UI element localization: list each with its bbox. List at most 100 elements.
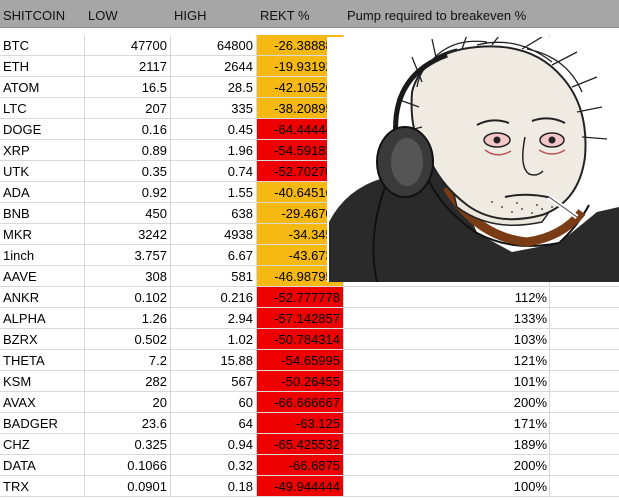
high-cell[interactable]: 567 bbox=[171, 371, 257, 391]
rekt-cell[interactable]: -49.944444 bbox=[257, 476, 344, 496]
rekt-cell[interactable]: -29.46708 bbox=[257, 203, 344, 223]
low-cell[interactable]: 0.35 bbox=[85, 161, 171, 181]
high-cell[interactable]: 0.18 bbox=[171, 476, 257, 496]
rekt-cell[interactable]: -52.777778 bbox=[257, 287, 344, 307]
coin-cell[interactable]: BNB bbox=[0, 203, 85, 223]
high-cell[interactable]: 335 bbox=[171, 98, 257, 118]
high-cell[interactable]: 2.94 bbox=[171, 308, 257, 328]
high-cell[interactable]: 15.88 bbox=[171, 350, 257, 370]
high-cell[interactable]: 0.32 bbox=[171, 455, 257, 475]
high-cell[interactable]: 1.96 bbox=[171, 140, 257, 160]
rekt-cell[interactable]: -54.591837 bbox=[257, 140, 344, 160]
header-rekt[interactable]: REKT % bbox=[260, 8, 310, 23]
low-cell[interactable]: 16.5 bbox=[85, 77, 171, 97]
low-cell[interactable]: 0.1066 bbox=[85, 455, 171, 475]
high-cell[interactable]: 1.55 bbox=[171, 182, 257, 202]
coin-cell[interactable]: CHZ bbox=[0, 434, 85, 454]
coin-cell[interactable]: KSM bbox=[0, 371, 85, 391]
coin-cell[interactable]: ADA bbox=[0, 182, 85, 202]
empty-cell[interactable] bbox=[550, 287, 619, 307]
low-cell[interactable]: 207 bbox=[85, 98, 171, 118]
low-cell[interactable]: 0.89 bbox=[85, 140, 171, 160]
pump-cell[interactable]: 121% bbox=[344, 350, 550, 370]
rekt-cell[interactable]: -64.444444 bbox=[257, 119, 344, 139]
high-cell[interactable]: 638 bbox=[171, 203, 257, 223]
empty-cell[interactable] bbox=[550, 371, 619, 391]
rekt-cell[interactable]: -42.105263 bbox=[257, 77, 344, 97]
header-coin[interactable]: SHITCOIN bbox=[3, 8, 66, 23]
coin-cell[interactable]: DATA bbox=[0, 455, 85, 475]
pump-cell[interactable]: 101% bbox=[344, 371, 550, 391]
header-low[interactable]: LOW bbox=[88, 8, 118, 23]
high-cell[interactable]: 4938 bbox=[171, 224, 257, 244]
rekt-cell[interactable]: -52.702703 bbox=[257, 161, 344, 181]
low-cell[interactable]: 23.6 bbox=[85, 413, 171, 433]
high-cell[interactable]: 2644 bbox=[171, 56, 257, 76]
high-cell[interactable]: 0.74 bbox=[171, 161, 257, 181]
high-cell[interactable]: 6.67 bbox=[171, 245, 257, 265]
rekt-cell[interactable]: -38.208955 bbox=[257, 98, 344, 118]
coin-cell[interactable]: 1inch bbox=[0, 245, 85, 265]
low-cell[interactable]: 308 bbox=[85, 266, 171, 286]
pump-cell[interactable]: 100% bbox=[344, 476, 550, 496]
high-cell[interactable]: 1.02 bbox=[171, 329, 257, 349]
coin-cell[interactable]: TRX bbox=[0, 476, 85, 496]
coin-cell[interactable]: AVAX bbox=[0, 392, 85, 412]
rekt-cell[interactable]: -40.645161 bbox=[257, 182, 344, 202]
coin-cell[interactable]: ANKR bbox=[0, 287, 85, 307]
coin-cell[interactable]: UTK bbox=[0, 161, 85, 181]
rekt-cell[interactable]: -57.142857 bbox=[257, 308, 344, 328]
coin-cell[interactable]: BADGER bbox=[0, 413, 85, 433]
pump-cell[interactable]: 171% bbox=[344, 413, 550, 433]
low-cell[interactable]: 0.16 bbox=[85, 119, 171, 139]
rekt-cell[interactable]: -54.65995 bbox=[257, 350, 344, 370]
empty-cell[interactable] bbox=[550, 329, 619, 349]
empty-cell[interactable] bbox=[550, 413, 619, 433]
high-cell[interactable]: 64 bbox=[171, 413, 257, 433]
empty-cell[interactable] bbox=[550, 308, 619, 328]
coin-cell[interactable]: BZRX bbox=[0, 329, 85, 349]
low-cell[interactable]: 450 bbox=[85, 203, 171, 223]
empty-cell[interactable] bbox=[550, 350, 619, 370]
low-cell[interactable]: 3.757 bbox=[85, 245, 171, 265]
rekt-cell[interactable]: -50.26455 bbox=[257, 371, 344, 391]
coin-cell[interactable]: DOGE bbox=[0, 119, 85, 139]
rekt-cell[interactable]: -26.388889 bbox=[257, 35, 344, 55]
coin-cell[interactable]: AAVE bbox=[0, 266, 85, 286]
rekt-cell[interactable]: -50.784314 bbox=[257, 329, 344, 349]
low-cell[interactable]: 0.325 bbox=[85, 434, 171, 454]
coin-cell[interactable]: ALPHA bbox=[0, 308, 85, 328]
low-cell[interactable]: 0.102 bbox=[85, 287, 171, 307]
rekt-cell[interactable]: -46.987952 bbox=[257, 266, 344, 286]
coin-cell[interactable]: ATOM bbox=[0, 77, 85, 97]
low-cell[interactable]: 1.26 bbox=[85, 308, 171, 328]
coin-cell[interactable]: ETH bbox=[0, 56, 85, 76]
rekt-cell[interactable]: -19.931921 bbox=[257, 56, 344, 76]
coin-cell[interactable]: THETA bbox=[0, 350, 85, 370]
pump-cell[interactable]: 189% bbox=[344, 434, 550, 454]
low-cell[interactable]: 7.2 bbox=[85, 350, 171, 370]
low-cell[interactable]: 47700 bbox=[85, 35, 171, 55]
pump-cell[interactable]: 200% bbox=[344, 455, 550, 475]
rekt-cell[interactable]: -66.666667 bbox=[257, 392, 344, 412]
coin-cell[interactable]: XRP bbox=[0, 140, 85, 160]
high-cell[interactable]: 0.45 bbox=[171, 119, 257, 139]
coin-cell[interactable]: MKR bbox=[0, 224, 85, 244]
header-pump[interactable]: Pump required to breakeven % bbox=[347, 8, 527, 23]
rekt-cell[interactable]: -66.6875 bbox=[257, 455, 344, 475]
low-cell[interactable]: 0.502 bbox=[85, 329, 171, 349]
header-high[interactable]: HIGH bbox=[174, 8, 207, 23]
low-cell[interactable]: 2117 bbox=[85, 56, 171, 76]
coin-cell[interactable]: LTC bbox=[0, 98, 85, 118]
rekt-cell[interactable]: -65.425532 bbox=[257, 434, 344, 454]
pump-cell[interactable]: 133% bbox=[344, 308, 550, 328]
high-cell[interactable]: 581 bbox=[171, 266, 257, 286]
high-cell[interactable]: 64800 bbox=[171, 35, 257, 55]
empty-cell[interactable] bbox=[550, 476, 619, 496]
rekt-cell[interactable]: -63.125 bbox=[257, 413, 344, 433]
empty-cell[interactable] bbox=[550, 434, 619, 454]
low-cell[interactable]: 0.0901 bbox=[85, 476, 171, 496]
empty-cell[interactable] bbox=[550, 392, 619, 412]
pump-cell[interactable]: 112% bbox=[344, 287, 550, 307]
high-cell[interactable]: 0.94 bbox=[171, 434, 257, 454]
